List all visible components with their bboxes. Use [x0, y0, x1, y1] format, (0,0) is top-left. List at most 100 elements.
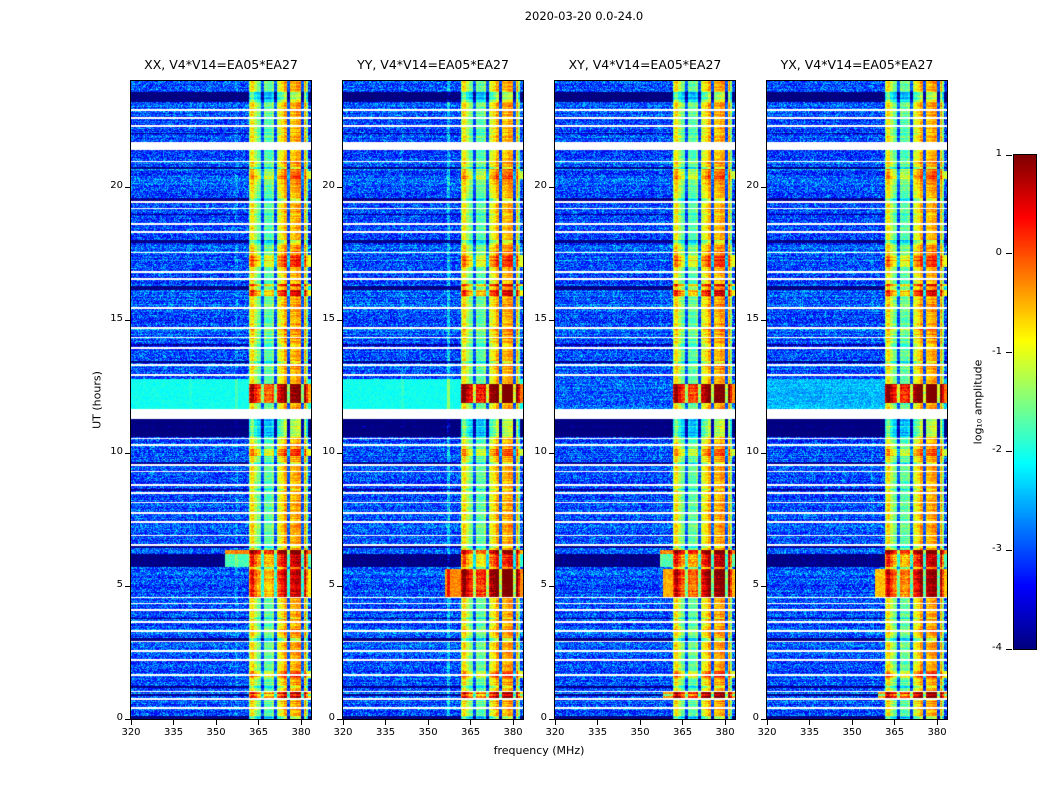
y-tick	[761, 319, 766, 321]
spectrogram-panel-frame-yy	[342, 80, 524, 720]
y-tick	[549, 186, 554, 188]
x-tick-label: 350	[418, 727, 438, 738]
y-tick	[549, 319, 554, 321]
y-tick-label: 0	[116, 712, 123, 723]
y-tick	[761, 718, 766, 720]
panel-title-yx: YX, V4*V14=EA05*EA27	[780, 57, 934, 72]
y-tick	[761, 186, 766, 188]
x-tick-label: 320	[757, 727, 777, 738]
y-tick	[761, 452, 766, 454]
y-tick-label: 10	[534, 446, 547, 458]
colorbar-tick	[1006, 648, 1012, 650]
x-tick-label: 350	[630, 727, 650, 738]
x-tick-label: 380	[715, 727, 735, 738]
spectrogram-panel-frame-yx	[766, 80, 948, 720]
x-tick	[851, 720, 853, 725]
x-tick-label: 380	[927, 727, 947, 738]
x-tick-label: 335	[163, 727, 184, 738]
x-tick-label: 365	[885, 727, 905, 738]
colorbar-tick	[1006, 450, 1012, 452]
y-tick-label: 15	[746, 313, 759, 325]
colorbar-tick-label: -3	[992, 543, 1002, 555]
x-tick	[894, 720, 896, 725]
colorbar-tick-label: 1	[995, 148, 1002, 159]
colorbar-tick-label: 0	[995, 246, 1002, 258]
y-tick-label: 0	[328, 712, 335, 723]
y-tick	[761, 585, 766, 587]
colorbar-tick	[1006, 154, 1012, 156]
y-tick-label: 20	[534, 180, 547, 192]
x-tick-label: 335	[587, 727, 608, 738]
x-tick	[682, 720, 684, 725]
y-tick	[337, 718, 342, 720]
x-tick	[597, 720, 599, 725]
colorbar-tick	[1006, 352, 1012, 354]
x-tick-label: 365	[461, 727, 481, 738]
x-tick	[385, 720, 387, 725]
x-tick	[173, 720, 175, 725]
x-tick	[342, 720, 344, 725]
x-tick	[766, 720, 768, 725]
colorbar-gradient	[1013, 154, 1037, 650]
colorbar-tick-label: -1	[992, 345, 1002, 357]
y-tick-label: 15	[110, 313, 123, 325]
x-tick-label: 350	[842, 727, 862, 738]
y-tick-label: 15	[534, 313, 547, 325]
x-tick	[639, 720, 641, 725]
colorbar-tick-label: -4	[992, 642, 1002, 653]
spectrogram-heatmap-yy	[343, 81, 523, 719]
y-tick	[125, 186, 130, 188]
panel-title-xy: XY, V4*V14=EA05*EA27	[568, 57, 722, 72]
y-tick	[125, 718, 130, 720]
y-tick-label: 5	[116, 579, 123, 591]
y-tick-label: 0	[540, 712, 547, 723]
y-tick	[549, 452, 554, 454]
colorbar-label: log₁₀ amplitude	[971, 359, 985, 445]
y-tick-label: 0	[752, 712, 759, 723]
y-tick-label: 10	[110, 446, 123, 458]
y-tick	[337, 319, 342, 321]
x-tick-label: 350	[206, 727, 226, 738]
figure-title: 2020-03-20 0.0-24.0	[524, 9, 644, 23]
spectrogram-heatmap-xx	[131, 81, 311, 719]
x-tick	[936, 720, 938, 725]
y-tick	[125, 319, 130, 321]
x-tick-label: 320	[545, 727, 565, 738]
y-tick	[125, 452, 130, 454]
x-tick	[215, 720, 217, 725]
colorbar-tick	[1006, 549, 1012, 551]
colorbar-tick	[1006, 253, 1012, 255]
x-tick-label: 365	[249, 727, 269, 738]
spectrogram-heatmap-xy	[555, 81, 735, 719]
x-axis-label: frequency (MHz)	[493, 744, 585, 757]
x-tick-label: 320	[333, 727, 353, 738]
colorbar-tick-label: -2	[992, 444, 1002, 456]
y-tick	[337, 452, 342, 454]
spectrogram-panel-frame-xy	[554, 80, 736, 720]
y-axis-label: UT (hours)	[90, 371, 104, 429]
y-tick-label: 20	[110, 180, 123, 192]
y-tick	[337, 585, 342, 587]
panel-title-xx: XX, V4*V14=EA05*EA27	[144, 57, 298, 72]
x-tick-label: 320	[121, 727, 141, 738]
y-tick-label: 20	[746, 180, 759, 192]
x-tick	[130, 720, 132, 725]
y-tick	[337, 186, 342, 188]
x-tick-label: 365	[673, 727, 693, 738]
y-tick-label: 10	[322, 446, 335, 458]
x-tick	[300, 720, 302, 725]
spectrogram-panel-frame-xx	[130, 80, 312, 720]
y-tick-label: 20	[322, 180, 335, 192]
y-tick-label: 5	[540, 579, 547, 591]
x-tick	[554, 720, 556, 725]
x-tick	[724, 720, 726, 725]
y-tick-label: 5	[752, 579, 759, 591]
y-tick-label: 15	[322, 313, 335, 325]
x-tick-label: 380	[291, 727, 311, 738]
x-tick	[427, 720, 429, 725]
x-tick-label: 335	[375, 727, 396, 738]
y-tick	[125, 585, 130, 587]
y-tick-label: 10	[746, 446, 759, 458]
x-tick-label: 380	[503, 727, 523, 738]
